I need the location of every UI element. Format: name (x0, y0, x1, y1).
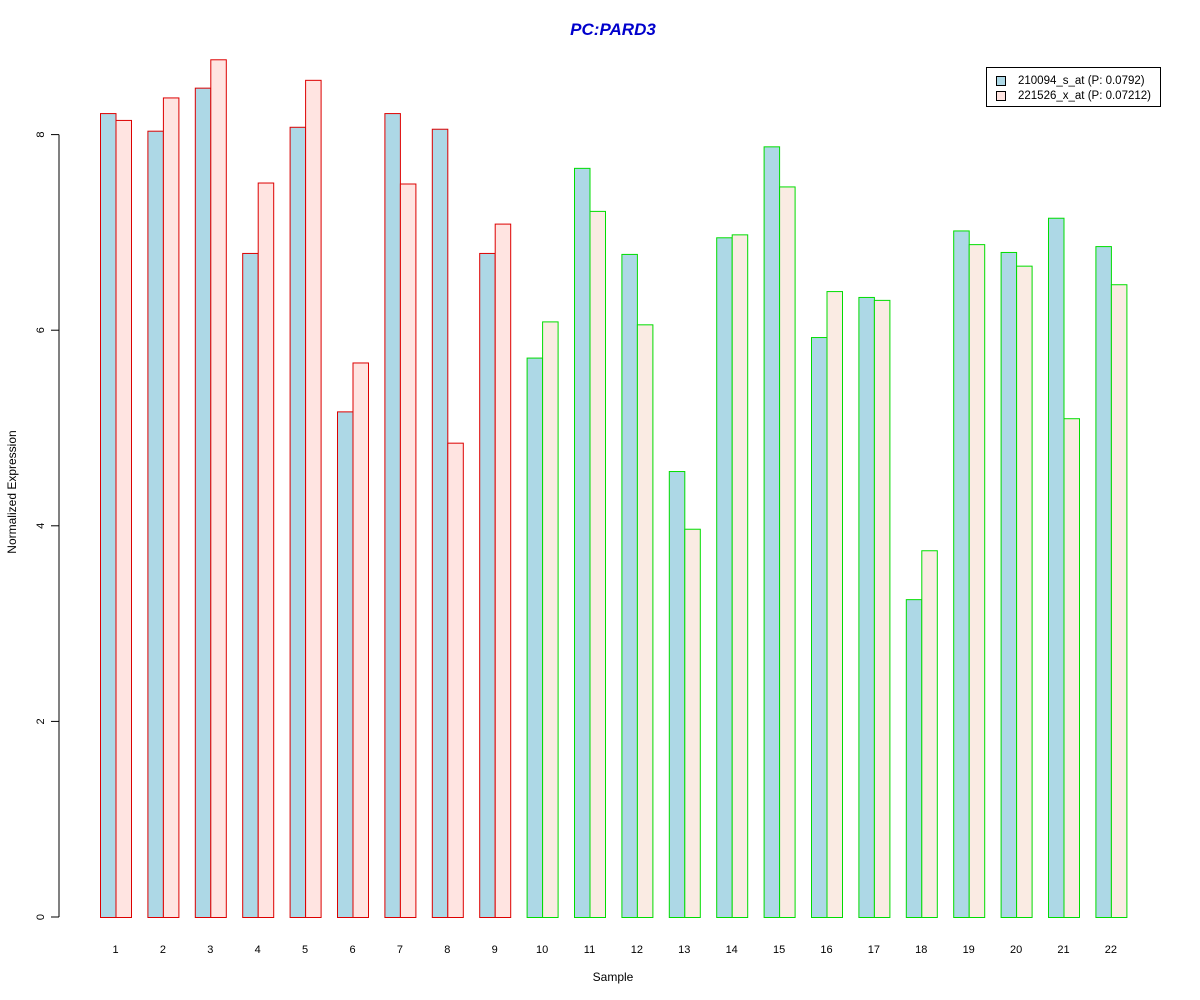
bar-sample-18-series-2 (921, 550, 938, 918)
bar-sample-9-series-2 (494, 223, 512, 918)
bar-sample-17-series-2 (873, 299, 891, 918)
bar-sample-1-series-1 (100, 113, 117, 919)
bar-sample-17-series-1 (858, 296, 875, 918)
bar-sample-22-series-2 (1110, 284, 1128, 918)
y-tick-label: 0 (35, 914, 47, 920)
x-tick-label: 19 (963, 944, 975, 956)
bar-sample-3-series-1 (194, 87, 212, 918)
x-axis-label: Sample (592, 970, 634, 984)
y-tick-label: 6 (35, 327, 47, 333)
x-tick-labels: 1 2 3 4 5 6 7 8 9 10 11 12 13 14 15 16 17 18 19 20 21 22 (112, 944, 1117, 956)
bar-sample-22-series-1 (1095, 246, 1112, 919)
bar-sample-6-series-1 (337, 411, 354, 918)
bar-sample-4-series-1 (242, 252, 259, 919)
bar-sample-3-series-2 (210, 59, 227, 918)
y-axis: 0 2 4 6 8 (35, 132, 60, 920)
x-tick-label: 10 (536, 944, 548, 956)
x-tick-label: 21 (1057, 944, 1069, 956)
bar-sample-21-series-2 (1063, 418, 1080, 918)
bar-sample-2-series-1 (147, 130, 164, 919)
bar-sample-5-series-2 (305, 79, 322, 919)
x-tick-label: 7 (397, 944, 403, 956)
x-tick-label: 16 (820, 944, 832, 956)
x-tick-label: 6 (349, 944, 355, 956)
y-tick-label: 4 (35, 523, 47, 529)
x-tick-label: 12 (631, 944, 643, 956)
y-axis-label: Normalized Expression (5, 430, 19, 554)
bar-sample-14-series-1 (716, 237, 733, 919)
bar-sample-13-series-2 (684, 528, 701, 918)
bar-sample-20-series-1 (1000, 251, 1018, 918)
bar-sample-10-series-1 (526, 357, 544, 919)
bar-sample-12-series-1 (621, 253, 638, 918)
x-tick-label: 5 (302, 944, 308, 956)
legend-entry: 210094_s_at (P: 0.0792) (996, 74, 1145, 88)
x-tick-label: 8 (444, 944, 450, 956)
bar-sample-8-series-1 (431, 128, 449, 918)
bar-sample-16-series-2 (826, 291, 843, 918)
bars (100, 59, 1128, 919)
bar-sample-5-series-1 (289, 126, 307, 918)
bar-sample-7-series-2 (399, 183, 417, 918)
x-tick-label: 17 (868, 944, 880, 956)
bar-sample-15-series-1 (763, 146, 781, 918)
y-tick-label: 8 (35, 132, 47, 138)
bar-sample-11-series-1 (574, 167, 591, 919)
bar-sample-10-series-2 (542, 321, 559, 918)
bar-sample-14-series-2 (731, 234, 749, 918)
x-tick-label: 9 (492, 944, 498, 956)
x-tick-label: 13 (678, 944, 690, 956)
bar-sample-16-series-1 (811, 337, 828, 918)
x-tick-label: 11 (584, 944, 595, 956)
legend-label-series-2: 221526_x_at (P: 0.07212) (1018, 90, 1151, 102)
bar-sample-15-series-2 (779, 186, 796, 918)
legend-swatch-series-1 (996, 76, 1006, 86)
bar-sample-18-series-1 (905, 599, 923, 919)
y-tick-label: 2 (35, 718, 47, 724)
bar-sample-19-series-1 (953, 230, 970, 919)
bar-sample-19-series-2 (968, 244, 986, 919)
bar-sample-21-series-1 (1048, 217, 1065, 919)
x-tick-label: 20 (1010, 944, 1022, 956)
x-tick-label: 3 (207, 944, 213, 956)
bar-sample-12-series-2 (636, 324, 654, 919)
bar-sample-9-series-1 (479, 252, 496, 919)
legend: 210094_s_at (P: 0.0792) 221526_x_at (P: … (986, 67, 1161, 107)
x-tick-label: 2 (160, 944, 166, 956)
bar-sample-13-series-1 (668, 471, 686, 918)
legend-entry: 221526_x_at (P: 0.07212) (996, 89, 1151, 103)
bar-sample-8-series-2 (447, 442, 464, 918)
bar-sample-7-series-1 (384, 113, 401, 919)
bar-sample-2-series-2 (162, 97, 180, 919)
bar-sample-11-series-2 (589, 210, 606, 919)
legend-swatch-series-2 (996, 91, 1006, 101)
x-tick-label: 22 (1105, 944, 1117, 956)
x-tick-label: 4 (255, 944, 261, 956)
bar-sample-20-series-2 (1016, 265, 1033, 919)
bar-sample-6-series-2 (352, 362, 369, 918)
x-tick-label: 15 (773, 944, 785, 956)
x-tick-label: 14 (726, 944, 738, 956)
x-tick-label: 18 (915, 944, 927, 956)
chart-title: PC:PARD3 (570, 20, 656, 39)
x-tick-label: 1 (112, 944, 118, 956)
bar-sample-4-series-2 (257, 182, 275, 919)
bar-sample-1-series-2 (115, 119, 132, 919)
legend-label-series-1: 210094_s_at (P: 0.0792) (1018, 75, 1145, 87)
